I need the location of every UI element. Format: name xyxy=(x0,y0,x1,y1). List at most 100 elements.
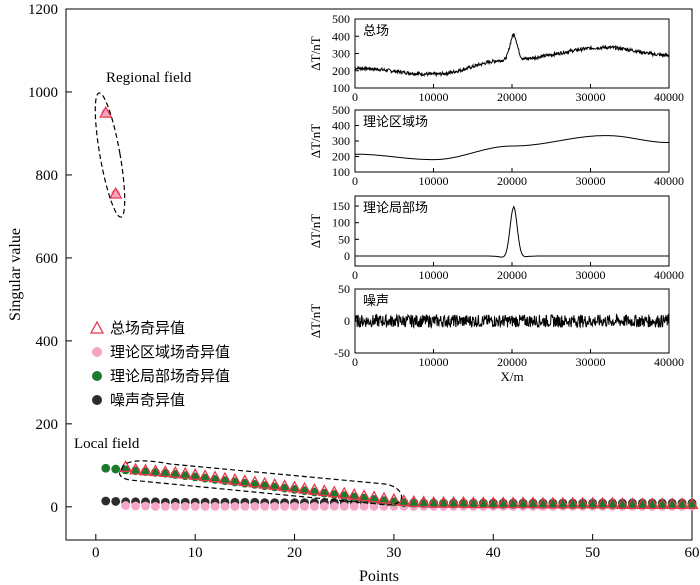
inset-x-tick-label: 30000 xyxy=(576,355,606,369)
data-point xyxy=(128,462,143,475)
data-point xyxy=(300,501,309,511)
regional-field-ellipse xyxy=(94,92,126,218)
data-point xyxy=(248,475,262,488)
inset-x-tick-label: 20000 xyxy=(497,90,527,104)
data-point xyxy=(121,465,131,475)
inset-x-tick-label: 40000 xyxy=(654,174,684,188)
inset-x-tick-label: 40000 xyxy=(654,268,684,282)
inset-y-tick-label: 200 xyxy=(332,150,350,164)
inset-y-tick-label: 500 xyxy=(332,103,350,117)
data-point xyxy=(427,495,441,508)
data-point xyxy=(238,474,252,487)
x-tick-label: 20 xyxy=(287,545,302,561)
data-point xyxy=(160,501,170,511)
data-point xyxy=(339,501,349,511)
data-point xyxy=(466,496,481,509)
main-marks xyxy=(99,105,699,511)
inset-x-tick-label: 30000 xyxy=(576,174,606,188)
data-point xyxy=(566,496,580,509)
data-point xyxy=(576,496,590,509)
series-0 xyxy=(99,105,699,509)
data-point xyxy=(407,494,421,507)
inset-x-tick-label: 20000 xyxy=(497,355,527,369)
legend-label: 理论局部场奇异值 xyxy=(110,367,230,385)
data-point xyxy=(158,465,172,478)
data-point xyxy=(387,492,401,505)
data-point xyxy=(456,495,471,508)
inset-title: 理论区域场 xyxy=(363,115,428,130)
data-point xyxy=(486,496,500,509)
data-point xyxy=(287,480,302,493)
y-tick-label: 1000 xyxy=(28,85,58,101)
y-tick-label: 800 xyxy=(36,168,59,184)
legend-marker xyxy=(89,320,105,334)
data-point xyxy=(347,487,361,500)
data-point xyxy=(151,501,160,511)
inset-x-tick-label: 0 xyxy=(352,355,358,369)
data-point xyxy=(317,484,331,497)
data-point xyxy=(536,496,550,509)
data-point xyxy=(506,496,520,509)
data-point xyxy=(337,486,351,499)
data-point xyxy=(417,495,431,508)
data-point xyxy=(228,473,242,485)
data-point xyxy=(476,496,490,509)
inset-y-label: ΔT/nT xyxy=(308,124,323,158)
data-point xyxy=(270,501,280,511)
inset-y-tick-label: 150 xyxy=(332,199,350,213)
inset-y-tick-label: 0 xyxy=(344,314,350,328)
data-point xyxy=(369,501,379,511)
data-point xyxy=(99,105,113,118)
legend-label: 总场奇异值 xyxy=(110,319,185,337)
data-point xyxy=(357,489,371,502)
data-point xyxy=(329,501,339,511)
data-point xyxy=(645,497,659,509)
local-field-label: Local field xyxy=(74,436,140,452)
inset-panel-2: 0 10000 20000 30000 40000 0 50 100 150 ΔT/nT 理论局部场 xyxy=(308,195,684,282)
inset-y-tick-label: 400 xyxy=(332,119,350,133)
inset-y-tick-label: -50 xyxy=(334,346,350,360)
data-point xyxy=(297,481,312,494)
data-point xyxy=(319,501,329,511)
legend-item: 理论局部场奇异值 xyxy=(92,367,230,385)
data-point xyxy=(359,501,369,511)
data-point xyxy=(230,501,240,511)
inset-x-tick-label: 0 xyxy=(352,174,358,188)
data-point xyxy=(556,496,570,509)
inset-y-tick-label: 0 xyxy=(344,249,350,263)
inset-y-label: ΔT/nT xyxy=(308,36,323,70)
legend-label: 噪声奇异值 xyxy=(110,391,185,409)
inset-x-tick-label: 20000 xyxy=(497,174,527,188)
data-point xyxy=(101,496,111,506)
data-point xyxy=(250,501,260,511)
legend-label: 理论区域场奇异值 xyxy=(110,343,230,361)
inset-y-tick-label: 200 xyxy=(332,64,350,78)
data-point xyxy=(101,463,111,473)
inset-y-label: ΔT/nT xyxy=(308,304,323,338)
y-tick-label: 400 xyxy=(36,334,59,350)
inset-x-tick-label: 0 xyxy=(352,90,358,104)
data-point xyxy=(516,496,530,509)
data-point xyxy=(307,482,322,495)
x-axis-label: Points xyxy=(359,568,399,585)
data-point xyxy=(635,497,649,509)
inset-curve xyxy=(355,135,670,161)
data-point xyxy=(546,496,560,509)
data-point xyxy=(131,501,140,511)
inset-y-tick-label: 300 xyxy=(332,134,350,148)
y-tick-label: 0 xyxy=(51,500,59,516)
inset-y-label: ΔT/nT xyxy=(308,214,323,248)
legend-marker xyxy=(92,395,102,405)
inset-y-tick-label: 400 xyxy=(332,29,350,43)
data-point xyxy=(210,501,220,511)
inset-x-tick-label: 10000 xyxy=(419,268,449,282)
data-point xyxy=(446,495,461,508)
data-point xyxy=(675,497,689,509)
data-point xyxy=(397,494,411,507)
data-point xyxy=(198,469,212,482)
data-point xyxy=(526,496,540,509)
data-point xyxy=(148,464,163,477)
data-point xyxy=(208,470,222,483)
